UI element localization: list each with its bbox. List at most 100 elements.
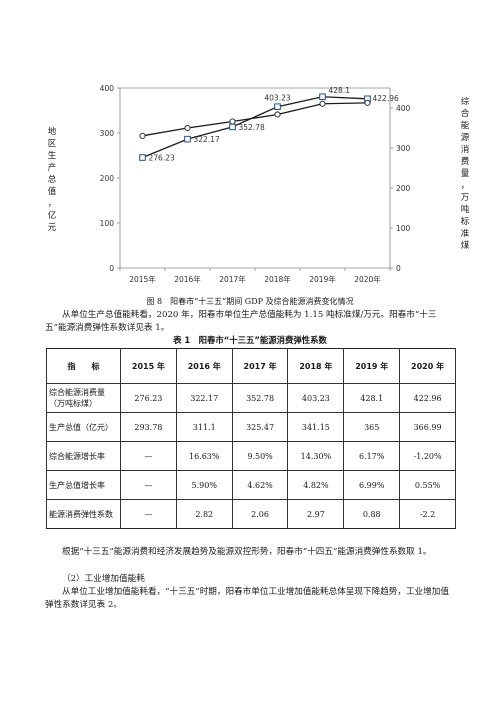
- table-cell: 403.23: [287, 383, 345, 413]
- left-axis-label-char: ，: [47, 199, 57, 209]
- right-y-tick-label: 200: [396, 184, 411, 193]
- data-label: 403.23: [264, 94, 290, 103]
- table-cell: 311.1: [175, 412, 233, 442]
- data-label: 422.96: [373, 94, 399, 103]
- elasticity-table: 指 标 2015 年 2016 年 2017 年 2018 年 2019 年 2…: [46, 348, 456, 529]
- energy-point: [319, 93, 326, 101]
- table-cell: 2.06: [231, 499, 289, 529]
- gdp-energy-chart: 2015年 2016年 2017年 2018年 2019年 2020年 0 100 200 300…: [100, 84, 411, 284]
- left-axis-label-char: 值: [47, 187, 57, 197]
- left-axis-label-char: 亿: [47, 211, 57, 221]
- header-indicator: 指 标: [46, 348, 121, 384]
- table-cell: 428.1: [343, 383, 401, 413]
- row-label: 能源消费弹性系数: [46, 499, 121, 529]
- right-axis-label-char: 消: [460, 145, 470, 155]
- right-axis-label-char: 煤: [460, 241, 470, 251]
- table-cell: 5.90%: [175, 470, 233, 500]
- table-cell: 9.50%: [231, 441, 289, 471]
- left-axis-label-char: 产: [47, 163, 57, 173]
- gdp-point: [229, 118, 236, 125]
- energy-consumption-line: [142, 96, 368, 159]
- table-cell: 14.30%: [287, 441, 345, 471]
- table-cell: 366.99: [399, 412, 456, 442]
- header-2020: 2020 年: [399, 348, 456, 384]
- table-cell: —: [120, 499, 177, 529]
- table-cell: 325.47: [231, 412, 289, 442]
- table-cell: —: [120, 470, 177, 500]
- right-y-tick-label: 400: [396, 104, 411, 113]
- table-cell: 4.62%: [231, 470, 289, 500]
- right-axis-label-char: 标: [460, 217, 470, 227]
- left-axis-label-char: 总: [47, 175, 57, 185]
- table-cell: 276.23: [120, 383, 177, 413]
- section-heading-industrial: （2）工业增加值能耗: [62, 574, 145, 584]
- left-axis-label-char: 元: [47, 223, 57, 233]
- right-axis-label-char: 能: [460, 121, 470, 131]
- right-axis-label-char: 费: [460, 157, 470, 167]
- table-header-row: 指 标 2015 年 2016 年 2017 年 2018 年 2019 年 2…: [46, 348, 456, 384]
- left-axis-label-char: 区: [47, 139, 57, 149]
- x-tick-label: 2017年: [219, 274, 246, 284]
- x-tick-label: 2016年: [174, 274, 201, 284]
- right-axis-label-char: 合: [460, 109, 470, 119]
- right-axis-label-char: 万: [460, 193, 470, 203]
- header-2016: 2016 年: [175, 348, 233, 384]
- gdp-point: [319, 100, 326, 107]
- x-tick-label: 2018年: [264, 274, 291, 284]
- right-axis-label: 综合能源消费量 ， 万吨标准煤: [459, 96, 471, 252]
- table-title: 表 1 阳春市“十三五”能源消费弹性系数: [173, 335, 327, 345]
- left-axis-label-char: 地: [47, 127, 57, 137]
- gdp-line: [142, 102, 368, 137]
- data-label: 322.17: [194, 135, 220, 144]
- table-cell: 2.97: [287, 499, 345, 529]
- right-axis-label-char: ，: [460, 181, 470, 191]
- x-tick-label: 2020年: [354, 274, 381, 284]
- data-label: 352.78: [239, 123, 265, 132]
- table-cell: 0.88: [343, 499, 401, 529]
- right-axis-label-char: 量: [460, 169, 470, 179]
- gdp-point: [274, 111, 281, 118]
- row-label: 综合能源消费量（万吨标煤）: [46, 383, 121, 413]
- table-cell: 0.55%: [399, 470, 456, 500]
- left-axis-label-char: 生: [47, 151, 57, 161]
- paragraph-elasticity-target: 根据“十三五”能源消费和经济发展趋势及能源双控形势，阳春市“十四五”能源消费弹性…: [62, 547, 432, 557]
- energy-point: [184, 135, 191, 143]
- right-axis-label-char: 吨: [460, 205, 470, 215]
- paragraph-industrial-energy: 从单位工业增加值能耗看，“十三五”时期，阳春市单位工业增加值能耗总体呈现下降趋势…: [45, 587, 449, 610]
- table-cell: -1.20%: [399, 441, 456, 471]
- table-row: 生产总值增长率 — 5.90% 4.62% 4.82% 6.99% 0.55%: [46, 470, 456, 500]
- table-row: 综合能源消费量（万吨标煤） 276.23 322.17 352.78 403.2…: [46, 383, 456, 413]
- right-y-tick-label: 100: [396, 224, 411, 233]
- row-label: 生产总值增长率: [46, 470, 121, 500]
- header-2018: 2018 年: [287, 348, 345, 384]
- gdp-point: [139, 132, 146, 139]
- paragraph-energy-intensity: 从单位生产总值能耗看，2020 年，阳春市单位生产总值能耗为 1.15 吨标准煤…: [45, 310, 437, 333]
- table-cell: —: [120, 441, 177, 471]
- left-y-tick-label: 400: [100, 84, 115, 93]
- table-cell: 293.78: [120, 412, 177, 442]
- left-y-tick-label: 300: [100, 129, 115, 138]
- table-cell: 4.82%: [287, 470, 345, 500]
- data-label: 276.23: [149, 154, 175, 163]
- left-y-tick-label: 200: [100, 174, 115, 183]
- gdp-point: [364, 99, 371, 106]
- x-tick-label: 2015年: [129, 274, 156, 284]
- right-axis-label-char: 综: [460, 97, 470, 107]
- table-row: 综合能源增长率 — 16.63% 9.50% 14.30% 6.17% -1.2…: [46, 441, 456, 471]
- energy-point: [274, 103, 281, 111]
- right-y-tick-label: 0: [396, 264, 401, 273]
- left-axis-label: 地区生产总值 ， 亿元: [46, 126, 58, 234]
- energy-point: [139, 154, 146, 161]
- right-axis-label-char: 准: [460, 229, 470, 239]
- left-y-tick-label: 0: [109, 264, 114, 273]
- figure-caption: 图 8 阳春市“十三五”期间 GDP 及综合能源消费变化情况: [146, 297, 354, 306]
- table-cell: 365: [343, 412, 401, 442]
- x-tick-label: 2019年: [309, 274, 336, 284]
- header-2019: 2019 年: [343, 348, 401, 384]
- row-label: 综合能源增长率: [46, 441, 121, 471]
- left-y-tick-label: 100: [100, 219, 115, 228]
- table-cell: 352.78: [231, 383, 289, 413]
- header-2015: 2015 年: [120, 348, 177, 384]
- table-cell: -2.2: [399, 499, 456, 529]
- table-cell: 341.15: [287, 412, 345, 442]
